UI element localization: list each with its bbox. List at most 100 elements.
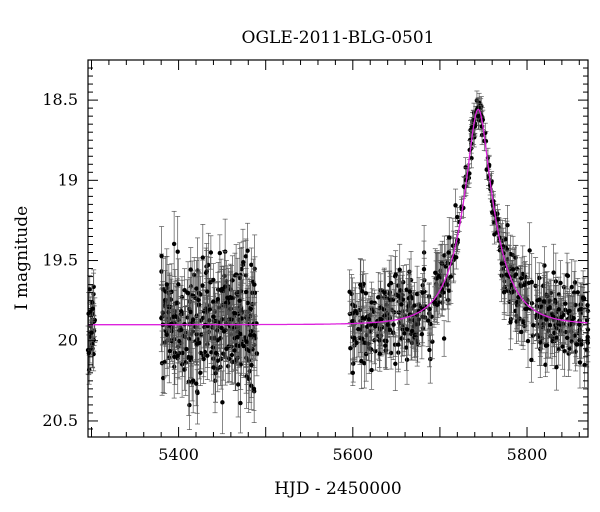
data-point: [245, 279, 251, 327]
data-point: [208, 235, 214, 270]
data-point: [228, 265, 234, 331]
data-point: [171, 343, 177, 370]
data-point: [186, 330, 192, 384]
data-point: [355, 301, 361, 358]
data-point: [535, 273, 541, 328]
data-point: [190, 347, 196, 414]
data-point: [526, 263, 532, 302]
data-point: [398, 281, 404, 328]
data-point: [406, 258, 412, 286]
data-point: [392, 336, 398, 391]
y-tick-label: 19: [58, 170, 78, 189]
data-point: [237, 372, 243, 434]
data-point: [527, 222, 533, 279]
data-point: [576, 311, 582, 338]
data-point: [434, 285, 440, 325]
data-point: [466, 163, 472, 184]
data-point: [197, 359, 203, 387]
data-point: [555, 306, 561, 341]
data-point: [578, 330, 584, 359]
data-point: [571, 271, 577, 315]
data-point: [251, 314, 257, 357]
data-point: [547, 311, 553, 339]
data-point: [208, 323, 214, 382]
y-axis-label: I magnitude: [12, 206, 32, 310]
data-point: [162, 270, 168, 330]
data-point: [565, 262, 571, 290]
data-point: [518, 257, 524, 300]
data-point: [404, 334, 410, 385]
y-tick-label: 19.5: [42, 251, 78, 270]
data-point: [508, 294, 514, 351]
data-point: [240, 240, 246, 284]
data-point: [175, 258, 181, 311]
data-point: [210, 263, 216, 297]
data-point: [359, 274, 365, 309]
data-point: [441, 320, 447, 357]
data-point: [207, 257, 213, 308]
data-point: [372, 303, 378, 350]
data-point: [542, 352, 548, 378]
data-point: [350, 344, 356, 383]
data-point: [388, 255, 394, 311]
data-point: [376, 325, 382, 356]
data-point: [349, 299, 355, 344]
model-curve: [88, 108, 588, 326]
data-point: [401, 314, 407, 353]
data-point: [211, 340, 217, 395]
data-point: [219, 370, 225, 435]
data-point: [363, 273, 369, 314]
chart-title: OGLE-2011-BLG-0501: [242, 28, 435, 48]
data-point: [475, 102, 481, 130]
data-point: [525, 314, 531, 368]
data-point: [426, 282, 432, 336]
data-point: [419, 279, 425, 306]
y-tick-label: 20.5: [42, 411, 78, 430]
x-tick-label: 5400: [158, 445, 199, 464]
data-point: [254, 330, 260, 377]
data-point: [407, 270, 413, 313]
y-tick-label: 20: [58, 331, 78, 350]
data-point: [446, 276, 452, 306]
data-point: [247, 315, 253, 355]
data-point: [244, 313, 250, 385]
data-point: [425, 294, 431, 348]
data-point: [524, 295, 530, 322]
data-point: [359, 319, 365, 358]
data-point: [229, 325, 235, 385]
data-point: [411, 282, 417, 330]
data-point: [567, 288, 573, 334]
data-point: [219, 311, 225, 345]
data-point: [387, 301, 393, 358]
data-point: [188, 247, 194, 292]
data-point: [237, 287, 243, 314]
data-point: [520, 245, 526, 303]
data-point: [432, 248, 438, 298]
data-point: [196, 306, 202, 380]
data-point: [484, 159, 490, 180]
data-point: [395, 316, 401, 373]
data-point: [243, 268, 249, 316]
data-point: [366, 291, 372, 347]
data-point: [252, 256, 258, 330]
data-point: [505, 205, 511, 246]
data-point: [518, 318, 524, 346]
data-point: [382, 323, 388, 368]
data-point: [251, 367, 257, 411]
data-point: [580, 270, 586, 326]
data-point: [574, 323, 580, 367]
data-points-layer: [85, 90, 591, 435]
data-point: [221, 304, 227, 359]
data-point: [224, 280, 230, 316]
data-point: [195, 271, 201, 329]
data-point: [530, 306, 536, 344]
data-point: [551, 243, 557, 302]
data-point: [237, 305, 243, 363]
data-point: [388, 336, 394, 370]
data-point: [200, 259, 206, 312]
data-point: [381, 267, 387, 318]
data-point: [207, 278, 213, 341]
data-point: [210, 303, 216, 330]
data-point: [167, 334, 173, 368]
